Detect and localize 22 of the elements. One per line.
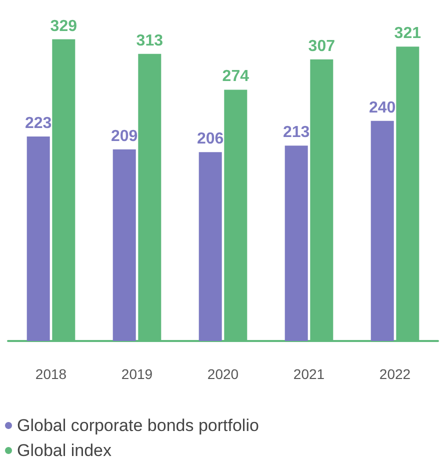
x-tick-label: 2022 [379,366,411,382]
data-label: 206 [197,130,224,148]
data-label: 274 [222,68,250,86]
x-tick-label: 2019 [121,366,153,382]
bar [112,149,136,341]
bar [26,136,50,341]
data-label: 213 [283,124,310,142]
data-label: 223 [25,114,52,132]
x-tick-label: 2021 [293,366,325,382]
x-tick-label: 2018 [35,366,67,382]
data-label: 307 [308,38,336,55]
bar [370,120,394,341]
legend-label: Global index [17,441,112,460]
data-label: 313 [136,32,164,50]
data-label: 209 [111,128,138,145]
legend-label: Global corporate bonds portfolio [17,416,259,435]
x-tick-label: 2020 [207,366,239,382]
data-label: 321 [394,25,422,42]
bar [198,152,222,341]
bar [284,146,308,341]
data-label: 240 [369,99,396,116]
data-label: 329 [50,18,78,35]
